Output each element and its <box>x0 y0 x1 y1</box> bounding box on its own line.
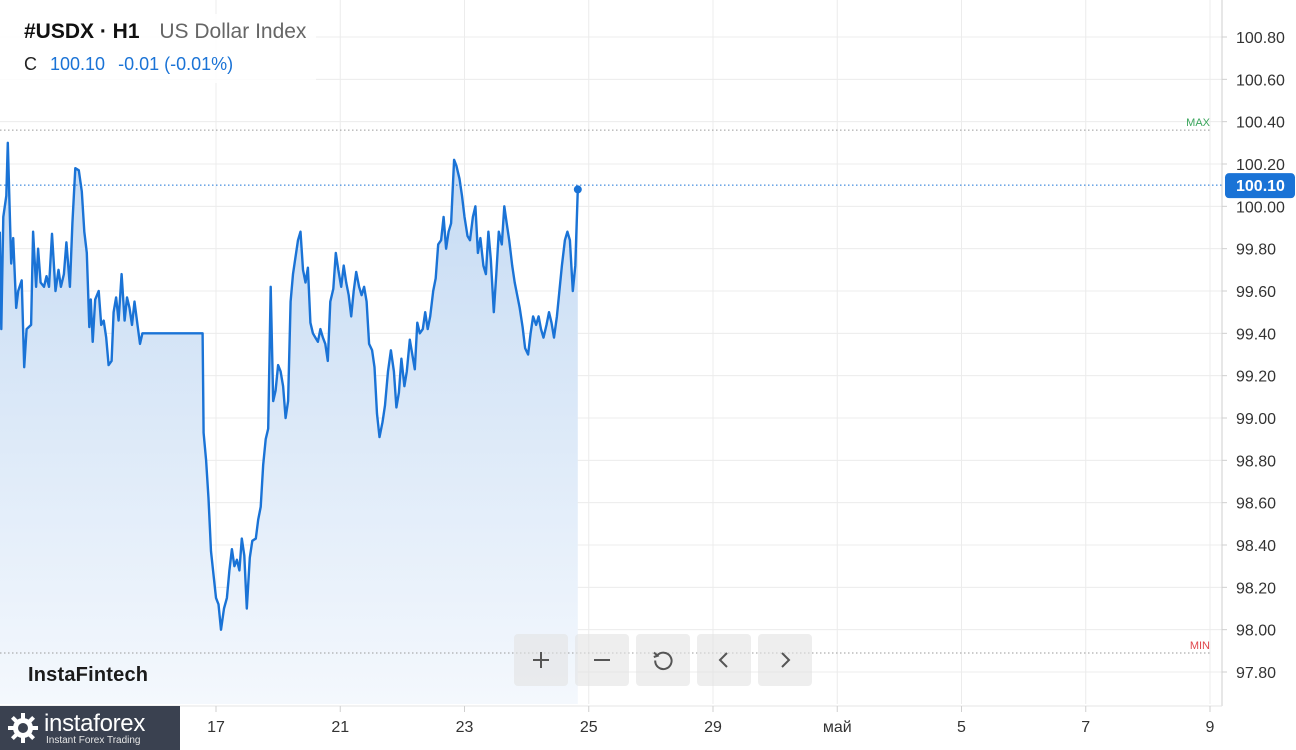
plus-icon <box>533 652 549 668</box>
logo-name: instaforex <box>44 710 146 737</box>
y-tick-label: 99.20 <box>1236 369 1276 386</box>
instrument-name: US Dollar Index <box>159 20 307 43</box>
max-label: MAX <box>1186 117 1211 129</box>
chevron-right-icon <box>781 652 791 668</box>
series-path <box>0 141 579 631</box>
x-tick-label: 25 <box>580 719 598 736</box>
last-price-tag <box>1225 173 1295 199</box>
y-tick-label: 100.80 <box>1236 30 1285 47</box>
chevron-left-icon <box>718 652 728 668</box>
y-tick-label: 98.60 <box>1236 496 1276 513</box>
price-change: -0.01 (-0.01%) <box>118 54 234 74</box>
y-tick-label: 98.40 <box>1236 538 1276 555</box>
instafintech-wordmark: InstaFintech <box>28 664 149 686</box>
x-tick-label: 21 <box>331 719 349 736</box>
y-tick-label: 98.20 <box>1236 580 1276 597</box>
area-path <box>0 142 578 704</box>
y-tick-label: 100.40 <box>1236 115 1285 132</box>
logo-tagline: Instant Forex Trading <box>46 735 141 746</box>
y-tick-label: 100.00 <box>1236 199 1285 216</box>
last-point-marker <box>573 185 582 194</box>
scroll-left-button[interactable] <box>697 634 751 686</box>
series-line <box>0 141 582 631</box>
last-price-tag-label: 100.10 <box>1236 178 1285 195</box>
gear-logo-icon <box>8 713 38 743</box>
last-price: 100.10 <box>50 54 106 74</box>
y-tick-label: 97.80 <box>1236 665 1276 682</box>
reset-icon <box>653 651 673 671</box>
zoom-in-button[interactable] <box>514 634 568 686</box>
x-tick-label: 17 <box>207 719 225 736</box>
y-tick-label: 98.00 <box>1236 623 1276 640</box>
instaforex-logo[interactable]: instaforex Instant Forex Trading <box>0 706 180 750</box>
y-tick-label: 99.40 <box>1236 326 1276 343</box>
min-label: MIN <box>1190 640 1210 652</box>
y-tick-label: 100.60 <box>1236 72 1285 89</box>
x-tick-label: 29 <box>704 719 722 736</box>
y-tick-label: 99.00 <box>1236 411 1276 428</box>
x-tick-label: май <box>823 719 852 736</box>
y-tick-label: 100.20 <box>1236 157 1285 174</box>
chart-controls <box>514 634 812 686</box>
scroll-right-button[interactable] <box>758 634 812 686</box>
x-tick-label: 7 <box>1081 719 1090 736</box>
chart-legend: #USDX · H1 US Dollar Index C 100.10 -0.0… <box>0 14 317 83</box>
symbol-label: #USDX · H1 <box>24 20 140 43</box>
x-tick-label: 9 <box>1206 719 1215 736</box>
y-tick-label: 99.80 <box>1236 242 1276 259</box>
y-tick-label: 99.60 <box>1236 284 1276 301</box>
reset-button[interactable] <box>636 634 690 686</box>
x-tick-label: 5 <box>957 719 966 736</box>
y-tick-label: 98.80 <box>1236 453 1276 470</box>
minus-icon <box>594 659 610 661</box>
x-tick-label: 23 <box>456 719 474 736</box>
area-fill <box>0 142 578 704</box>
zoom-out-button[interactable] <box>575 634 629 686</box>
close-prefix: C <box>24 54 37 74</box>
